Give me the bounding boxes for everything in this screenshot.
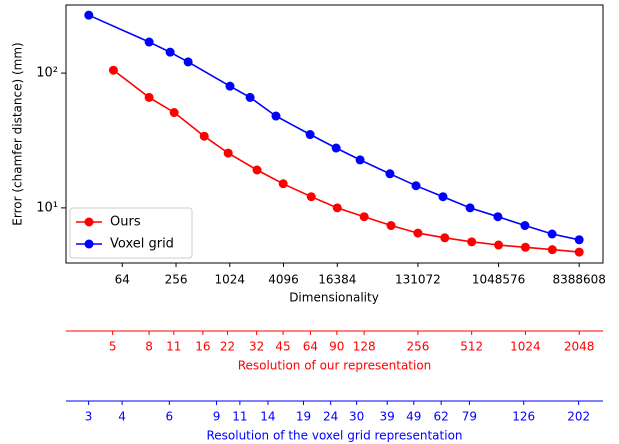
series-line <box>113 69 580 253</box>
secondary-tick-label: 79 <box>462 410 477 424</box>
secondary-tick-label: 32 <box>249 340 264 354</box>
secondary-tick-label: 3 <box>85 410 93 424</box>
data-point <box>520 242 530 252</box>
secondary-tick-label: 11 <box>166 340 181 354</box>
data-point <box>199 131 209 141</box>
data-point <box>165 47 175 57</box>
data-point <box>411 181 421 191</box>
data-point <box>306 192 316 202</box>
data-point <box>225 81 235 91</box>
secondary-tick-label: 22 <box>220 340 235 354</box>
data-point <box>223 148 233 158</box>
data-point <box>493 212 503 222</box>
secondary-tick-label: 90 <box>329 340 344 354</box>
secondary-tick-label: 2048 <box>564 340 595 354</box>
data-point <box>245 92 255 102</box>
data-point <box>440 233 450 243</box>
data-point <box>252 165 262 175</box>
y-tick-label: 10² <box>36 66 58 81</box>
data-point <box>305 130 315 140</box>
secondary-tick-label: 62 <box>434 410 449 424</box>
secondary-tick-label: 45 <box>275 340 290 354</box>
secondary-tick-label: 512 <box>460 340 483 354</box>
data-point <box>278 179 288 189</box>
plot-frame <box>65 4 604 264</box>
data-point <box>331 143 341 153</box>
secondary-tick-label: 202 <box>567 410 590 424</box>
secondary-tick-label: 11 <box>232 410 247 424</box>
secondary-tick-label: 64 <box>303 340 318 354</box>
secondary-tick-label: 30 <box>349 410 364 424</box>
secondary-tick-label: 24 <box>323 410 338 424</box>
data-point <box>547 245 557 255</box>
secondary-tick-label: 256 <box>406 340 429 354</box>
data-point <box>271 111 281 121</box>
data-point <box>355 155 365 165</box>
x-tick-label: 8388608 <box>552 273 605 287</box>
data-point <box>144 37 154 47</box>
legend-label: Ours <box>110 215 141 230</box>
secondary-tick-label: 1024 <box>510 340 541 354</box>
data-point <box>574 247 584 257</box>
data-point <box>84 10 94 20</box>
data-point <box>359 212 369 222</box>
secondary-tick-label: 49 <box>406 410 421 424</box>
data-point <box>108 65 118 75</box>
y-tick-label: 10¹ <box>36 200 58 215</box>
legend-box <box>69 207 193 259</box>
data-point <box>169 108 179 118</box>
secondary-tick-label: 14 <box>260 410 275 424</box>
x-tick-label: 131072 <box>395 273 441 287</box>
secondary-tick-label: 6 <box>165 410 173 424</box>
data-point <box>494 240 504 250</box>
data-point <box>385 169 395 179</box>
data-point <box>547 229 557 239</box>
secondary-tick-label: 16 <box>195 340 210 354</box>
y-axis-label: Error (chamfer distance) (mm) <box>11 42 25 225</box>
secondary-axis-label: Resolution of our representation <box>238 359 432 373</box>
secondary-tick-label: 4 <box>118 410 126 424</box>
data-point <box>438 192 448 202</box>
secondary-tick-label: 128 <box>353 340 376 354</box>
data-point <box>386 221 396 231</box>
x-tick-label: 16384 <box>318 273 356 287</box>
secondary-tick-label: 8 <box>145 340 153 354</box>
secondary-tick-label: 39 <box>380 410 395 424</box>
data-point <box>413 228 423 238</box>
data-point <box>183 57 193 67</box>
data-point <box>465 203 475 213</box>
secondary-axis-label: Resolution of the voxel grid representat… <box>206 429 462 443</box>
x-tick-label: 1048576 <box>472 273 525 287</box>
secondary-tick-label: 5 <box>109 340 117 354</box>
x-tick-label: 4096 <box>268 273 299 287</box>
data-point <box>574 235 584 245</box>
legend-marker <box>84 239 94 249</box>
data-point <box>144 92 154 102</box>
secondary-tick-label: 126 <box>512 410 535 424</box>
x-tick-label: 256 <box>165 273 188 287</box>
legend-marker <box>84 217 94 227</box>
data-point <box>467 237 477 247</box>
secondary-tick-label: 19 <box>296 410 311 424</box>
legend-label: Voxel grid <box>110 237 174 252</box>
x-tick-label: 1024 <box>214 273 245 287</box>
x-axis-label: Dimensionality <box>289 291 379 305</box>
data-point <box>332 203 342 213</box>
x-tick-label: 64 <box>115 273 130 287</box>
data-point <box>520 221 530 231</box>
secondary-tick-label: 9 <box>213 410 221 424</box>
